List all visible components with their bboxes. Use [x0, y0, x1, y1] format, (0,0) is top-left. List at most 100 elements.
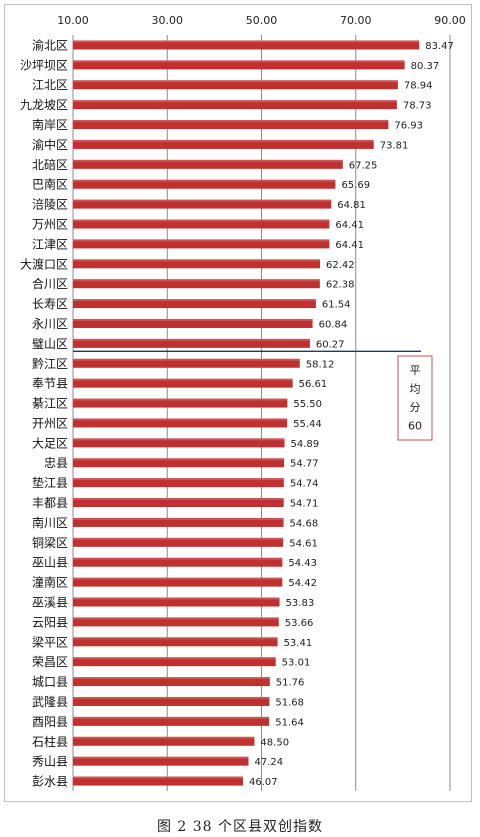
bar	[73, 80, 398, 90]
bar-highlight	[73, 358, 300, 361]
category-label: 璧山区	[32, 336, 68, 351]
data-label: 54.71	[290, 499, 319, 510]
data-label: 54.77	[290, 459, 319, 470]
category-label: 梁平区	[32, 634, 68, 649]
data-label: 60.27	[316, 339, 345, 350]
category-label: 武隆县	[32, 694, 68, 709]
category-label: 长寿区	[32, 297, 68, 311]
bar-highlight	[73, 100, 397, 103]
bar-highlight	[73, 696, 270, 699]
bar	[73, 318, 313, 328]
x-tick-label: 30.00	[152, 14, 184, 27]
bar	[73, 398, 288, 408]
data-label: 62.38	[326, 280, 355, 291]
bar-highlight	[73, 219, 330, 222]
category-label: 大渡口区	[20, 256, 68, 271]
bar-highlight	[73, 498, 284, 501]
bar	[73, 677, 270, 687]
bar	[73, 657, 276, 667]
bar-highlight	[73, 537, 284, 540]
data-label: 54.89	[291, 439, 320, 450]
category-label: 江津区	[32, 237, 68, 251]
bar	[73, 696, 270, 706]
average-callout-text: 平	[410, 364, 421, 377]
data-label: 76.93	[394, 121, 423, 132]
bar	[73, 299, 316, 309]
bar-highlight	[73, 338, 310, 341]
category-label: 江北区	[32, 78, 68, 92]
data-label: 56.61	[299, 379, 328, 390]
bar	[73, 239, 330, 249]
x-tick-label: 10.00	[57, 14, 89, 27]
bar-highlight	[73, 517, 284, 520]
bar-highlight	[73, 259, 321, 262]
category-label: 南川区	[32, 515, 68, 530]
bar-highlight	[73, 120, 389, 123]
data-label: 64.41	[335, 220, 364, 231]
bar	[73, 179, 336, 189]
category-label: 北碚区	[32, 157, 68, 172]
average-callout-box	[397, 355, 433, 441]
bar-highlight	[73, 438, 285, 441]
category-label: 黔江区	[32, 356, 68, 371]
data-label: 78.73	[403, 101, 432, 112]
average-callout-text: 均	[410, 383, 421, 396]
data-label: 58.12	[306, 359, 335, 370]
data-label: 51.76	[276, 678, 305, 689]
data-label: 61.54	[322, 300, 351, 311]
bar-highlight	[73, 776, 243, 779]
category-label: 綦江区	[32, 397, 68, 411]
bar-highlight	[73, 617, 279, 620]
category-label: 合川区	[32, 276, 68, 291]
data-label: 80.37	[411, 61, 440, 72]
bar-highlight	[73, 478, 284, 481]
bar-highlight	[73, 736, 255, 739]
category-label: 巴南区	[32, 177, 68, 192]
bar	[73, 418, 288, 428]
bar	[73, 139, 374, 149]
category-label: 奉节县	[32, 377, 68, 391]
data-label: 48.50	[260, 737, 289, 748]
bar-highlight	[73, 677, 270, 680]
bar	[73, 577, 283, 587]
data-label: 64.41	[335, 240, 364, 251]
bar	[73, 776, 243, 786]
bar	[73, 736, 255, 746]
category-label: 云阳县	[32, 615, 68, 629]
bar-highlight	[73, 179, 336, 182]
bar-highlight	[73, 637, 278, 640]
bar-highlight	[73, 577, 283, 580]
x-tick-label: 50.00	[246, 14, 278, 27]
bar	[73, 259, 321, 269]
category-label: 彭水县	[32, 775, 68, 789]
bar-chart: 10.00 30.00 50.00 70.00 90.00 渝北区 83.47 沙坪坝区 80.…	[20, 14, 466, 791]
category-label: 巫溪县	[32, 596, 68, 610]
data-label: 53.41	[284, 638, 313, 649]
x-tick-label: 90.00	[434, 14, 466, 27]
data-label: 60.84	[319, 319, 348, 330]
data-label: 62.42	[326, 260, 355, 271]
bar	[73, 219, 330, 229]
category-label: 秀山县	[32, 755, 68, 769]
data-label: 53.66	[285, 618, 314, 629]
data-label: 67.25	[349, 160, 378, 171]
category-label: 万州区	[32, 218, 68, 232]
bar-highlight	[73, 199, 332, 202]
bar	[73, 597, 280, 607]
bar-highlight	[73, 657, 276, 660]
bar	[73, 358, 300, 368]
bar	[73, 478, 284, 488]
category-label: 巫山县	[32, 556, 68, 570]
bar-highlight	[73, 418, 288, 421]
bar	[73, 458, 284, 468]
bar	[73, 438, 285, 448]
chart-frame	[4, 4, 472, 802]
data-label: 51.68	[275, 697, 304, 708]
category-label: 荣昌区	[32, 655, 68, 669]
category-label: 石柱县	[32, 734, 68, 749]
bar	[73, 199, 332, 209]
bar-highlight	[73, 139, 374, 142]
bar	[73, 756, 249, 766]
bar-highlight	[73, 756, 249, 759]
bar-highlight	[73, 458, 284, 461]
